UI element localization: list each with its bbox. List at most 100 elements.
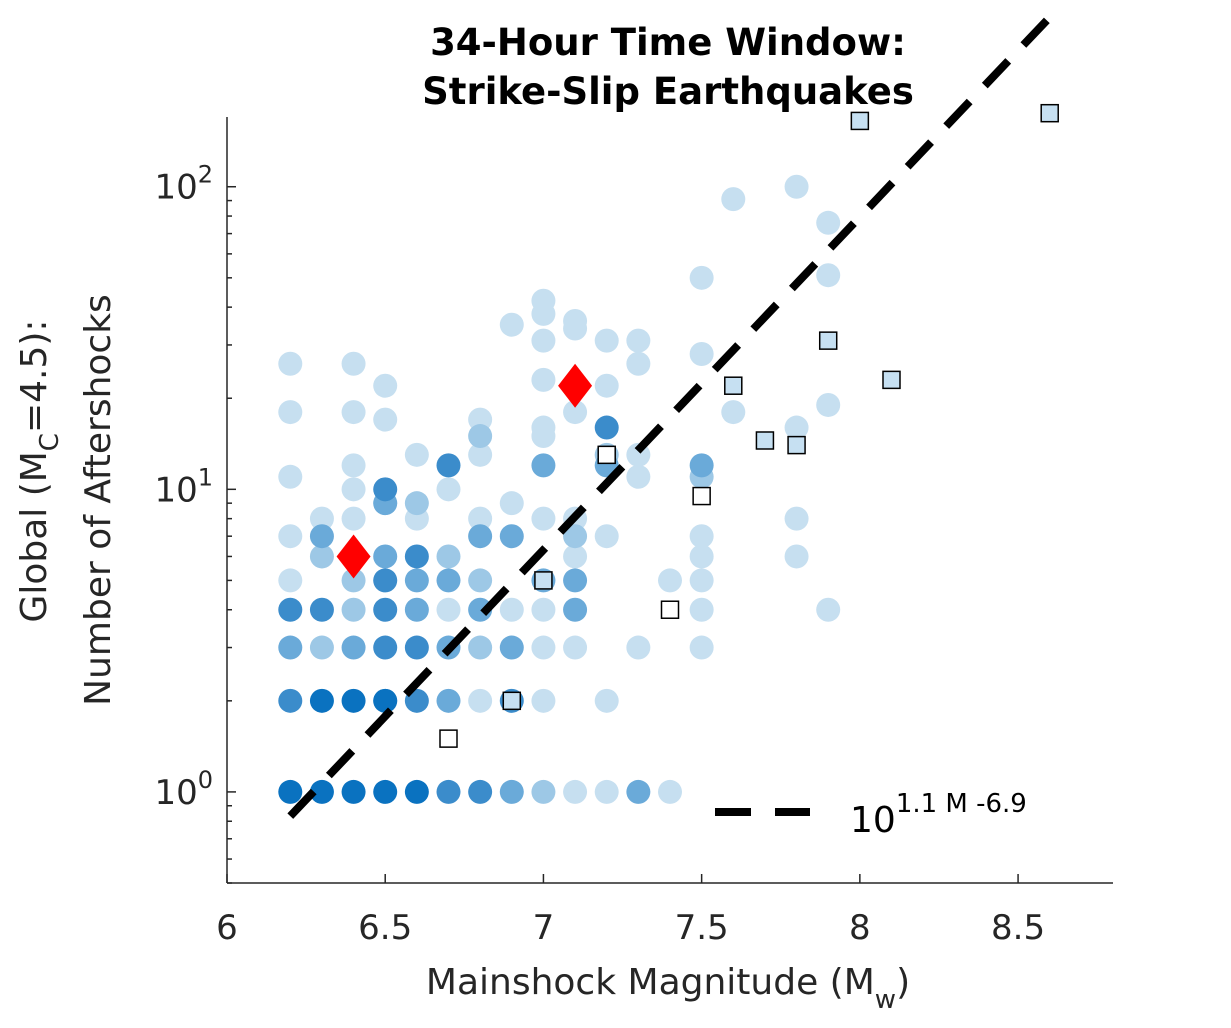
data-point [278,400,303,425]
data-point [436,779,461,804]
data-point [626,635,651,660]
data-point [531,688,556,713]
square-point [724,376,743,395]
data-point [563,400,588,425]
data-point [784,506,809,531]
data-point [373,568,398,593]
data-point [594,779,619,804]
fit-line [287,14,1053,819]
data-point [468,524,493,549]
square-point [818,331,838,350]
data-point [278,351,303,376]
data-point [436,688,461,713]
data-point [563,568,588,593]
data-point [499,597,524,622]
y-axis-label-line1: Global (MC=4.5): [14,319,65,622]
data-point [658,779,682,804]
square-point [850,111,870,131]
data-point [689,597,714,622]
data-point [531,328,556,353]
data-point [499,312,524,337]
data-point [784,544,809,569]
y-axis-label-line2: Number of Aftershocks [78,294,119,706]
data-point [563,635,588,660]
data-point [594,688,619,713]
data-point [436,568,461,593]
x-tick-label: 7.5 [675,908,729,948]
data-point [531,506,556,531]
square-open-point [597,445,616,465]
data-point [499,635,524,660]
x-tick-label: 8 [849,908,871,948]
data-point [816,210,841,235]
y-tick-label: 101 [154,463,213,510]
data-point [468,506,493,531]
data-point [689,453,714,478]
data-point [626,779,651,804]
data-point [468,568,493,593]
data-point [373,688,398,713]
data-point [278,688,303,713]
data-point [594,415,619,440]
data-point [594,373,619,398]
data-point [784,415,809,440]
x-tick-label: 8.5 [991,908,1045,948]
data-point [373,597,398,622]
data-point [563,779,588,804]
data-point [341,506,366,531]
data-point [468,635,493,660]
data-point [404,779,429,804]
data-point [309,635,334,660]
fit-line-group [287,14,1053,819]
data-point [404,544,429,569]
diamond-point [336,534,371,579]
data-point [278,568,303,593]
legend: 101.1 M -6.9 [715,789,1027,841]
data-point [689,524,714,549]
square-point [534,571,553,590]
data-point [278,464,303,489]
data-point [436,477,461,502]
chart-title-line1: 34-Hour Time Window: [430,21,906,64]
y-tick-label: 100 [154,766,213,813]
data-point [689,544,714,569]
data-point [468,407,493,432]
data-point [404,491,429,516]
square-open-point [660,600,680,619]
data-point [563,597,588,622]
data-point [436,597,461,622]
data-point [468,688,493,713]
x-tick-label: 6 [216,908,238,948]
square-point [755,431,775,450]
data-point [278,524,303,549]
square-open-point [439,729,458,748]
data-point [594,524,619,549]
data-point [563,524,588,549]
data-point [626,464,651,489]
data-point [404,442,429,467]
data-point [278,779,303,804]
data-point [341,635,366,660]
data-point [689,342,714,367]
data-point [373,544,398,569]
axes [226,117,1113,884]
y-ticks: 100 101 102 [154,161,236,884]
data-point [341,568,366,593]
data-point [404,597,429,622]
data-point [816,392,841,417]
data-point [468,424,493,449]
data-point [499,491,524,516]
square-point [502,691,522,711]
data-point [309,524,334,549]
data-point [278,635,303,660]
square-point [1040,103,1059,123]
data-point [309,544,334,569]
data-point [468,779,493,804]
data-point [341,477,366,502]
data-point [341,400,366,425]
square-open-point [692,486,711,506]
data-point [531,635,556,660]
data-point [689,265,714,290]
data-point [689,568,714,593]
data-point [531,288,556,313]
